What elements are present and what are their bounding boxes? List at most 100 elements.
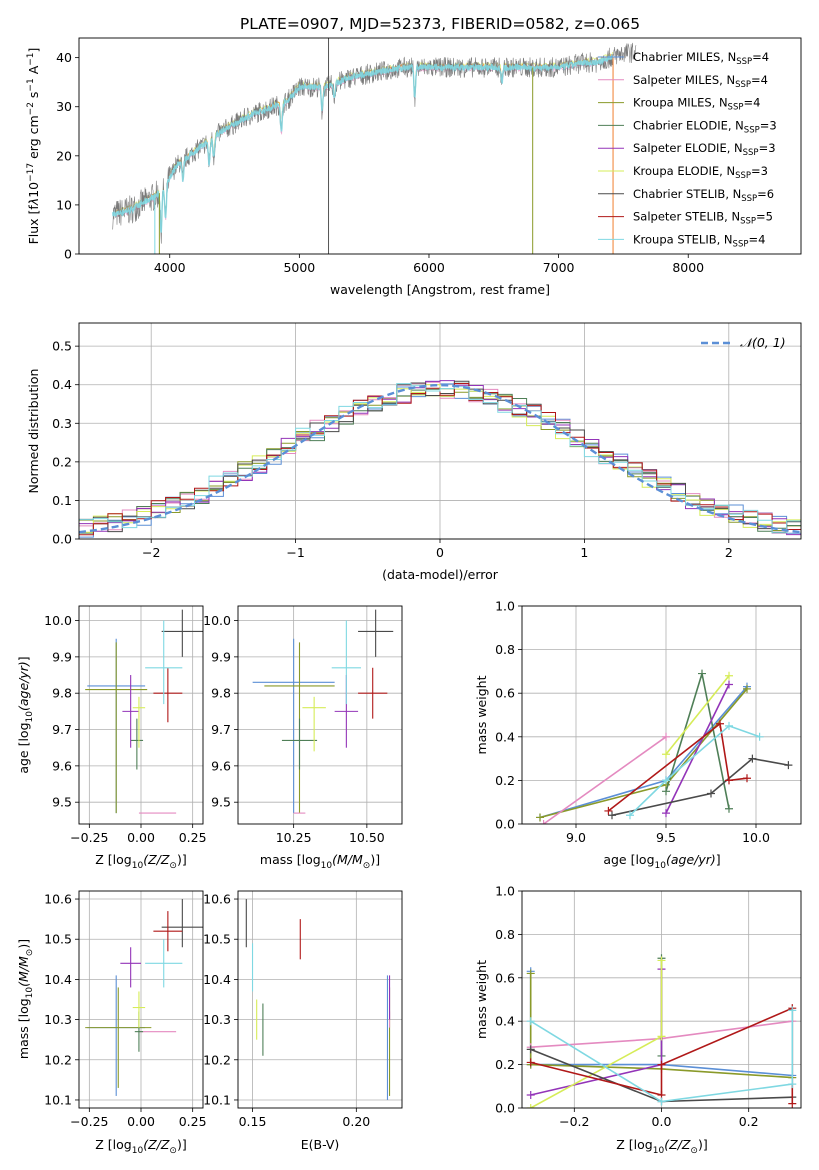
y-tick-label: 9.6 — [211, 758, 231, 773]
point-kroupa-stelib — [145, 939, 183, 988]
y-axis-label-part: A — [26, 65, 41, 78]
panel-mass-vs-Z: −0.25 0.00 0.25 10.1 10.2 10.3 10.4 10.5 10.6 Z [… — [16, 890, 207, 1156]
label-part: ] — [16, 656, 31, 661]
series-marker — [662, 732, 670, 741]
y-tick-label: 0.0 — [52, 532, 72, 547]
label-sub: 10 — [321, 861, 333, 871]
series-marker — [526, 969, 535, 978]
label-sub: ⊙ — [25, 949, 35, 957]
y-tick-label: 10.4 — [203, 972, 231, 987]
label-sub: 10 — [25, 711, 35, 723]
axes-frame — [237, 890, 403, 1109]
y-tick-label: 0.0 — [495, 1101, 515, 1116]
series-marker — [743, 774, 751, 783]
label-sub: ⊙ — [363, 861, 371, 871]
y-tick-label: 10.0 — [203, 613, 231, 628]
series-marker — [539, 820, 548, 824]
label-part: age [log — [16, 722, 31, 773]
series-line — [607, 722, 748, 812]
label-part: )] — [370, 852, 380, 867]
panel-age-vs-Z: −0.25 0.00 0.259.59.69.79.89.910.0Z [log10… — [16, 605, 207, 871]
legend-value: =3 — [759, 141, 776, 155]
series-marker — [784, 761, 793, 770]
legend-value: =4 — [751, 73, 768, 87]
series-marker — [788, 1006, 797, 1015]
y-tick-label: 9.9 — [52, 649, 72, 664]
x-tick-label: 0.20 — [342, 1114, 370, 1129]
legend-text: Chabrier MILES, N — [633, 50, 736, 64]
panel-weight-vs-Z: −0.2 0.0 0.2 0.0 0.2 0.4 0.6 0.8 1.0 Z [log10(Z/Z… — [474, 884, 802, 1156]
x-tick-label: 0.2 — [739, 1114, 759, 1129]
label-sub: 10 — [25, 987, 35, 999]
series-marker — [698, 669, 706, 678]
y-tick-label: 0.2 — [495, 1057, 515, 1072]
x-tick-label: 1 — [580, 545, 588, 560]
plot-area — [245, 899, 391, 1100]
label-part: (age/yr) — [16, 661, 31, 711]
legend-text: Salpeter MILES, N — [633, 73, 735, 87]
y-tick-label: 9.8 — [52, 686, 72, 701]
x-axis-label: wavelength [Angstrom, rest frame] — [330, 282, 550, 297]
label-sub: ⊙ — [169, 1146, 177, 1156]
x-tick-label: 10.50 — [349, 830, 385, 845]
axes-frame — [521, 890, 802, 1109]
label-part: )] — [16, 939, 31, 949]
legend-text: Kroupa MILES, N — [633, 96, 728, 110]
legend-value: =5 — [756, 210, 773, 224]
label-part: (Z/Z — [664, 1137, 691, 1152]
legend-label-chabrier-miles: Chabrier MILES, NSSP=4 — [633, 50, 769, 67]
y-tick-label: 10.0 — [44, 613, 72, 628]
label-part: Z [log — [95, 1137, 131, 1152]
y-axis-label-part: ] — [26, 48, 41, 53]
series-marker — [662, 787, 670, 796]
label-part: Z [log — [95, 852, 131, 867]
y-tick-label: 10.1 — [44, 1092, 72, 1107]
x-tick-label: 2 — [725, 545, 733, 560]
point-kroupa-elodie — [302, 696, 326, 752]
y-tick-label: 0.2 — [495, 773, 515, 788]
point-chabrier-stelib — [161, 609, 203, 657]
y-tick-label: 0.3 — [52, 416, 72, 431]
y-tick-label: 0.1 — [52, 493, 72, 508]
label-part: (Z/Z — [143, 1137, 170, 1152]
histogram-salpeter-elodie — [79, 380, 801, 536]
x-tick-label: −0.25 — [70, 1114, 108, 1129]
y-tick-label: 9.5 — [211, 795, 231, 810]
spectrum-model-line — [112, 54, 614, 233]
label-sub: 10 — [653, 1146, 665, 1156]
label-sub: 10 — [132, 861, 144, 871]
point-salpeter-stelib — [153, 667, 183, 723]
y-axis-label-part: −17 — [26, 163, 36, 182]
x-tick-label: 0 — [436, 545, 444, 560]
legend-value: =4 — [748, 232, 765, 246]
ticks: −0.2 0.0 0.2 0.0 0.2 0.4 0.6 0.8 1.0 — [495, 884, 759, 1130]
y-tick-label: 1.0 — [495, 884, 515, 899]
label-sub: ⊙ — [690, 1146, 698, 1156]
legend-sub: SSP — [733, 239, 749, 249]
series-marker — [662, 750, 670, 759]
series-line — [665, 684, 730, 814]
label-part: )] — [698, 1137, 708, 1152]
plot-area — [85, 899, 203, 1096]
series-marker — [707, 789, 715, 798]
series-line — [543, 736, 667, 824]
label-part: )] — [177, 1137, 187, 1152]
y-tick-label: 20 — [56, 148, 72, 163]
legend-label-chabrier-elodie: Chabrier ELODIE, NSSP=3 — [633, 118, 777, 135]
legend-label-salpeter-elodie: Salpeter ELODIE, NSSP=3 — [633, 141, 776, 158]
y-tick-label: 0.8 — [495, 642, 515, 657]
legend-value: =6 — [757, 187, 774, 201]
plot-area — [526, 954, 797, 1108]
legend-text: Chabrier ELODIE, N — [633, 118, 744, 132]
y-tick-label: 9.7 — [211, 722, 231, 737]
y-tick-label: 1.0 — [495, 599, 515, 614]
series-marker — [657, 1032, 666, 1041]
x-tick-label: 0.0 — [652, 1114, 672, 1129]
ticks: 4000 5000 6000 7000 8000 0 10 20 30 40 — [56, 50, 704, 275]
legend-label-chabrier-stelib: Chabrier STELIB, NSSP=6 — [633, 187, 774, 204]
x-tick-label: 9.5 — [656, 830, 676, 845]
point-chabrier-elodie — [281, 718, 318, 770]
x-tick-label: 10.0 — [742, 830, 770, 845]
